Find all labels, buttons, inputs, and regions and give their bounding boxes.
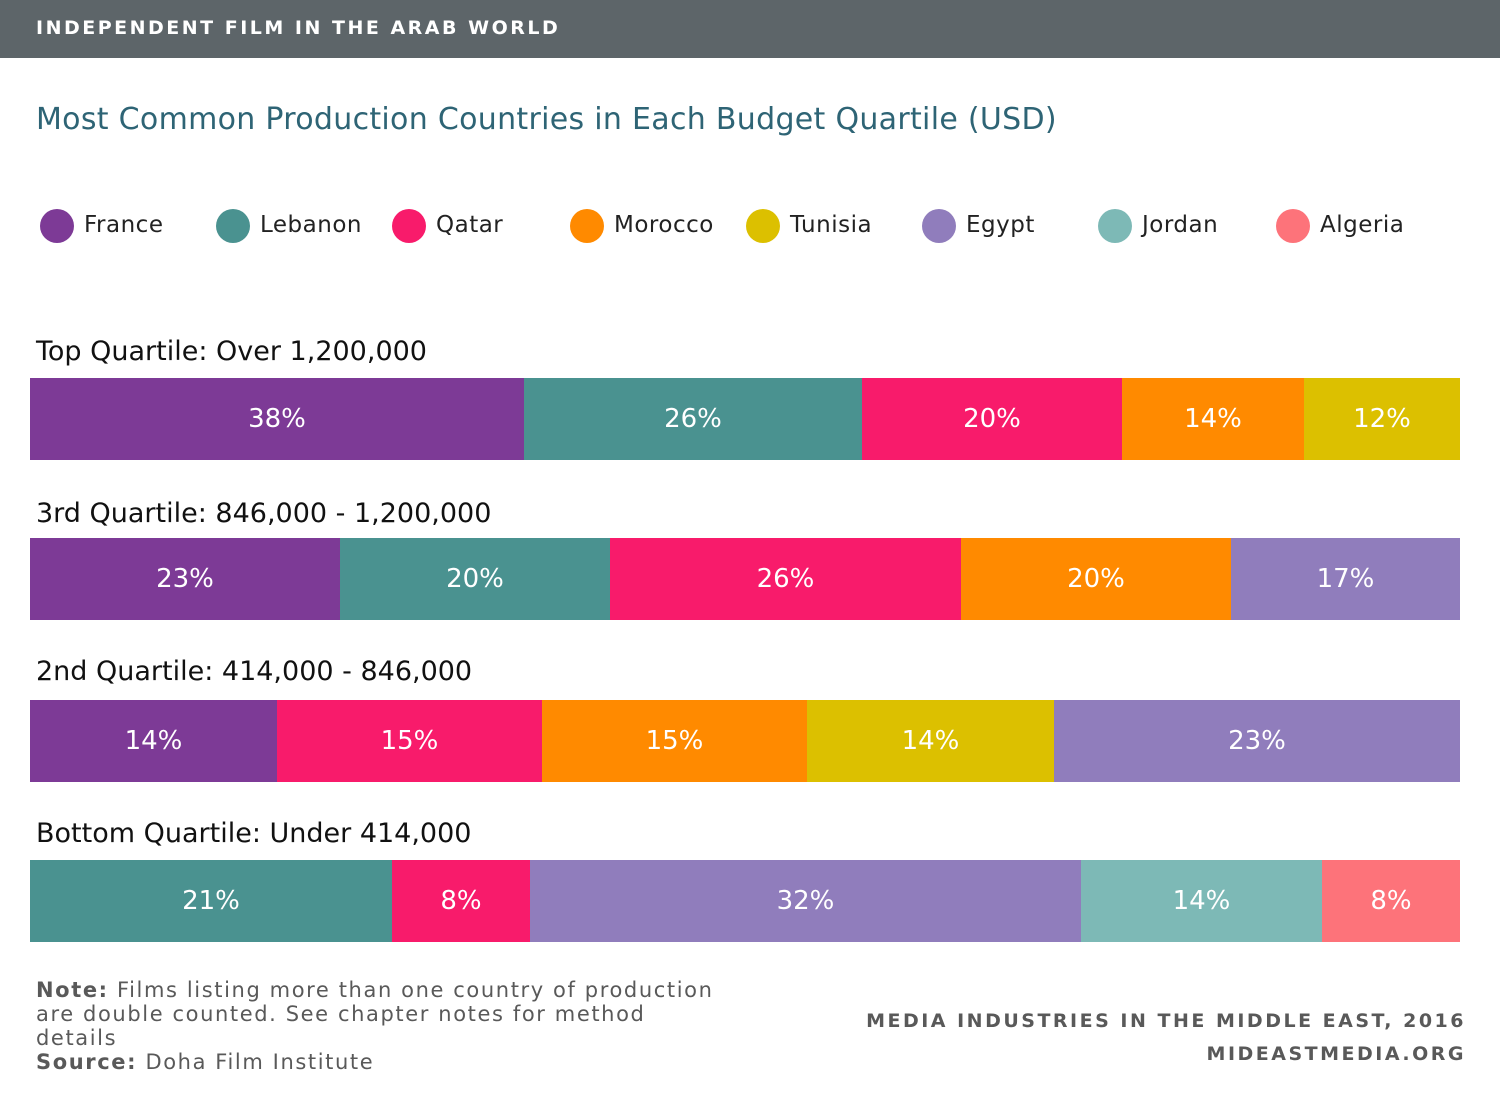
legend-swatch bbox=[40, 209, 74, 243]
bar-segment-morocco: 14% bbox=[1122, 378, 1304, 460]
bar-segment-egypt: 17% bbox=[1231, 538, 1460, 620]
quartile-label: 2nd Quartile: 414,000 - 846,000 bbox=[36, 656, 473, 687]
data-label: 14% bbox=[1172, 886, 1231, 916]
legend-label: Qatar bbox=[436, 212, 504, 238]
data-label: 14% bbox=[1184, 404, 1242, 434]
legend-label: Morocco bbox=[614, 212, 714, 238]
bar-segment-lebanon: 26% bbox=[524, 378, 862, 460]
data-label: 32% bbox=[776, 886, 835, 916]
source-label: Source: bbox=[36, 1050, 138, 1074]
website-credit: MIDEASTMEDIA.ORG bbox=[1206, 1043, 1466, 1065]
data-label: 8% bbox=[1370, 886, 1412, 916]
bar-segment-qatar: 20% bbox=[862, 378, 1122, 460]
footnote: Note: Films listing more than one countr… bbox=[36, 978, 716, 1074]
legend-label: Jordan bbox=[1142, 212, 1219, 238]
data-label: 15% bbox=[380, 726, 439, 756]
data-label: 26% bbox=[756, 564, 815, 594]
note-block: Note: Films listing more than one countr… bbox=[36, 978, 716, 1050]
bar-row: 14% 15% 15% 14% 23% bbox=[30, 700, 1460, 782]
bar-segment-algeria: 8% bbox=[1322, 860, 1460, 942]
bar-segment-qatar: 15% bbox=[277, 700, 542, 782]
bar-segment-qatar: 8% bbox=[392, 860, 530, 942]
quartile-label: Top Quartile: Over 1,200,000 bbox=[36, 336, 427, 367]
legend-swatch bbox=[1098, 209, 1132, 243]
publication-credit: MEDIA INDUSTRIES IN THE MIDDLE EAST, 201… bbox=[866, 1010, 1466, 1032]
legend-swatch bbox=[570, 209, 604, 243]
bar-row: 21% 8% 32% 14% 8% bbox=[30, 860, 1460, 942]
bar-segment-morocco: 15% bbox=[542, 700, 807, 782]
source-text: Doha Film Institute bbox=[145, 1050, 375, 1074]
bar-segment-tunisia: 12% bbox=[1304, 378, 1460, 460]
data-label: 15% bbox=[645, 726, 704, 756]
data-label: 23% bbox=[1228, 726, 1286, 756]
legend-swatch bbox=[1276, 209, 1310, 243]
legend-label: Algeria bbox=[1320, 212, 1405, 238]
legend-swatch bbox=[216, 209, 250, 243]
data-label: 38% bbox=[248, 404, 306, 434]
bar-segment-france: 38% bbox=[30, 378, 524, 460]
chart-legend: France Lebanon Qatar Morocco Tunisia Egypt Jor… bbox=[0, 0, 1500, 243]
legend-label: Tunisia bbox=[790, 212, 873, 238]
bar-segment-lebanon: 20% bbox=[340, 538, 610, 620]
data-label: 14% bbox=[124, 726, 183, 756]
bar-segment-lebanon: 21% bbox=[30, 860, 392, 942]
chart-title: Most Common Production Countries in Each… bbox=[36, 102, 1057, 137]
legend-swatch bbox=[922, 209, 956, 243]
data-label: 20% bbox=[963, 404, 1021, 434]
legend-swatch bbox=[746, 209, 780, 243]
bar-segment-france: 23% bbox=[30, 538, 340, 620]
data-label: 21% bbox=[182, 886, 240, 916]
bar-segment-jordan: 14% bbox=[1081, 860, 1322, 942]
bar-segment-tunisia: 14% bbox=[807, 700, 1054, 782]
legend-label: Egypt bbox=[966, 212, 1035, 238]
data-label: 20% bbox=[446, 564, 504, 594]
header-banner: INDEPENDENT FILM IN THE ARAB WORLD bbox=[0, 0, 1500, 58]
banner-title: INDEPENDENT FILM IN THE ARAB WORLD bbox=[36, 17, 561, 39]
bar-segment-morocco: 20% bbox=[961, 538, 1231, 620]
quartile-label: 3rd Quartile: 846,000 - 1,200,000 bbox=[36, 498, 492, 529]
legend-label: Lebanon bbox=[260, 212, 362, 238]
legend-label: France bbox=[84, 212, 164, 238]
bar-segment-egypt: 32% bbox=[530, 860, 1081, 942]
quartile-label: Bottom Quartile: Under 414,000 bbox=[36, 818, 472, 849]
data-label: 23% bbox=[156, 564, 214, 594]
legend-swatch bbox=[392, 209, 426, 243]
note-text: Films listing more than one country of p… bbox=[36, 978, 714, 1050]
data-label: 8% bbox=[440, 886, 482, 916]
data-label: 26% bbox=[664, 404, 722, 434]
bar-segment-france: 14% bbox=[30, 700, 277, 782]
source-block: Source: Doha Film Institute bbox=[36, 1050, 716, 1074]
bar-row: 38% 26% 20% 14% 12% bbox=[30, 378, 1460, 460]
bar-segment-egypt: 23% bbox=[1054, 700, 1460, 782]
data-label: 17% bbox=[1316, 564, 1375, 594]
bar-segment-qatar: 26% bbox=[610, 538, 961, 620]
bar-row: 23% 20% 26% 20% 17% bbox=[30, 538, 1460, 620]
data-label: 20% bbox=[1067, 564, 1125, 594]
note-label: Note: bbox=[36, 978, 109, 1002]
data-label: 12% bbox=[1353, 404, 1411, 434]
data-label: 14% bbox=[901, 726, 960, 756]
